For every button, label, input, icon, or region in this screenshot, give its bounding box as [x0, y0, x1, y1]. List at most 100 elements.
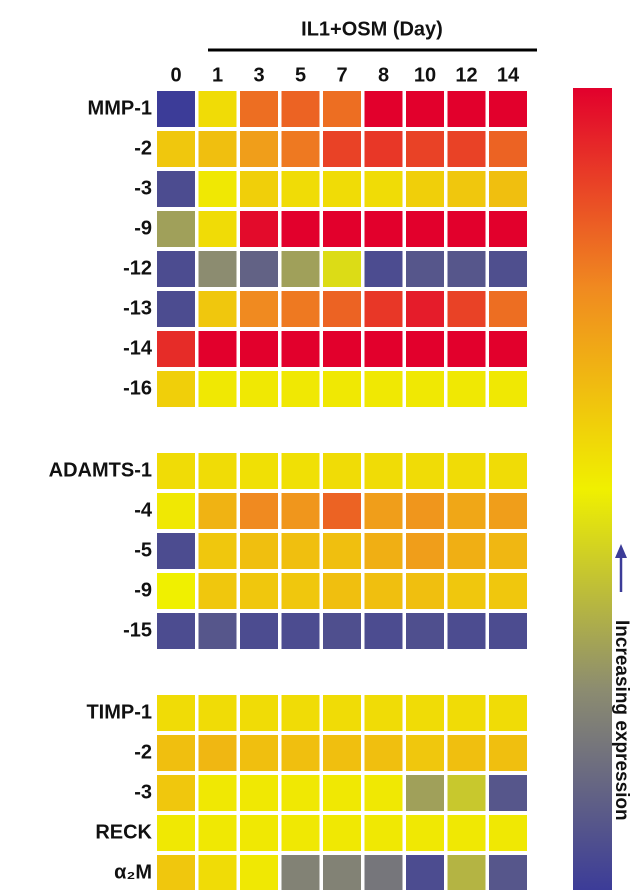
- heatmap-cell: [198, 533, 237, 569]
- heatmap-cell: [281, 493, 320, 529]
- heatmap-cell: [157, 291, 195, 327]
- heatmap-cell: [281, 211, 320, 247]
- heatmap-cell: [240, 251, 278, 287]
- column-label: 1: [212, 64, 223, 86]
- heatmap-cell: [489, 331, 527, 367]
- column-label: 10: [414, 64, 436, 86]
- column-label: 5: [295, 64, 306, 86]
- heatmap-cell: [406, 815, 444, 851]
- row-label: MMP-1: [88, 97, 152, 119]
- heatmap-cell: [240, 291, 278, 327]
- heatmap-cell: [323, 735, 361, 771]
- heatmap-cell: [406, 613, 444, 649]
- heatmap-cell: [447, 855, 486, 890]
- heatmap-cell: [157, 533, 195, 569]
- heatmap-cell: [240, 775, 278, 811]
- heatmap-cell: [489, 251, 527, 287]
- heatmap-cell: [447, 211, 486, 247]
- row-label: -15: [123, 619, 152, 641]
- heatmap-cell: [323, 493, 361, 529]
- heatmap-cell: [240, 735, 278, 771]
- heatmap-cell: [157, 855, 195, 890]
- heatmap-cell: [447, 815, 486, 851]
- heatmap-cell: [240, 815, 278, 851]
- heatmap-cell: [157, 91, 195, 127]
- heatmap-cell: [489, 855, 527, 890]
- heatmap-cell: [240, 331, 278, 367]
- heatmap-cell: [406, 533, 444, 569]
- heatmap-cell: [240, 453, 278, 489]
- heatmap-cell: [240, 613, 278, 649]
- heatmap-cell: [323, 533, 361, 569]
- heatmap-cell: [364, 735, 403, 771]
- heatmap-cell: [323, 573, 361, 609]
- heatmap-cell: [240, 573, 278, 609]
- heatmap-cell: [447, 453, 486, 489]
- heatmap-cell: [323, 775, 361, 811]
- heatmap-cell: [281, 331, 320, 367]
- row-label: RECK: [95, 821, 152, 843]
- heatmap-cell: [323, 855, 361, 890]
- heatmap-cell: [281, 815, 320, 851]
- row-label: -13: [123, 297, 152, 319]
- heatmap-cell: [157, 453, 195, 489]
- heatmap-cell: [447, 735, 486, 771]
- heatmap-cell: [281, 573, 320, 609]
- heatmap-cell: [447, 371, 486, 407]
- row-label: -9: [134, 217, 152, 239]
- heatmap-cell: [281, 251, 320, 287]
- heatmap-cell: [240, 91, 278, 127]
- row-label: -9: [134, 579, 152, 601]
- heatmap-cell: [198, 613, 237, 649]
- heatmap-cell: [364, 775, 403, 811]
- heatmap-cell: [364, 371, 403, 407]
- heatmap-cell: [198, 171, 237, 207]
- heatmap-cell: [198, 573, 237, 609]
- heatmap-cell: [406, 735, 444, 771]
- row-label: -16: [123, 377, 152, 399]
- heatmap-cell: [489, 533, 527, 569]
- chart-title: IL1+OSM (Day): [301, 18, 443, 40]
- heatmap-cell: [157, 735, 195, 771]
- heatmap-cell: [198, 331, 237, 367]
- heatmap-cell: [157, 251, 195, 287]
- heatmap-cell: [447, 331, 486, 367]
- heatmap-cell: [240, 493, 278, 529]
- column-label: 0: [170, 64, 181, 86]
- heatmap-cell: [281, 91, 320, 127]
- heatmap-cell: [157, 131, 195, 167]
- heatmap-cell: [323, 91, 361, 127]
- heatmap-cell: [281, 371, 320, 407]
- heatmap-cell: [323, 371, 361, 407]
- heatmap-cell: [489, 211, 527, 247]
- heatmap-cell: [489, 613, 527, 649]
- row-label: ADAMTS-1: [49, 459, 152, 481]
- heatmap-cell: [489, 815, 527, 851]
- heatmap-cell: [447, 291, 486, 327]
- heatmap-cell: [364, 855, 403, 890]
- heatmap-cell: [406, 131, 444, 167]
- heatmap-cell: [240, 171, 278, 207]
- heatmap-cell: [489, 171, 527, 207]
- heatmap-cell: [364, 291, 403, 327]
- heatmap-cell: [281, 613, 320, 649]
- heatmap-cell: [406, 695, 444, 731]
- heatmap-cell: [198, 131, 237, 167]
- heatmap-cell: [198, 735, 237, 771]
- heatmap-cell: [447, 613, 486, 649]
- heatmap-cell: [364, 131, 403, 167]
- heatmap-cell: [240, 855, 278, 890]
- heatmap-cell: [406, 331, 444, 367]
- heatmap-cell: [323, 291, 361, 327]
- heatmap-cell: [364, 331, 403, 367]
- heatmap-cell: [489, 573, 527, 609]
- heatmap-cell: [281, 735, 320, 771]
- heatmap-cell: [281, 131, 320, 167]
- heatmap-cell: [198, 695, 237, 731]
- heatmap-cell: [489, 453, 527, 489]
- column-label: 8: [378, 64, 389, 86]
- heatmap-cell: [157, 613, 195, 649]
- heatmap-cell: [364, 493, 403, 529]
- heatmap-cell: [489, 695, 527, 731]
